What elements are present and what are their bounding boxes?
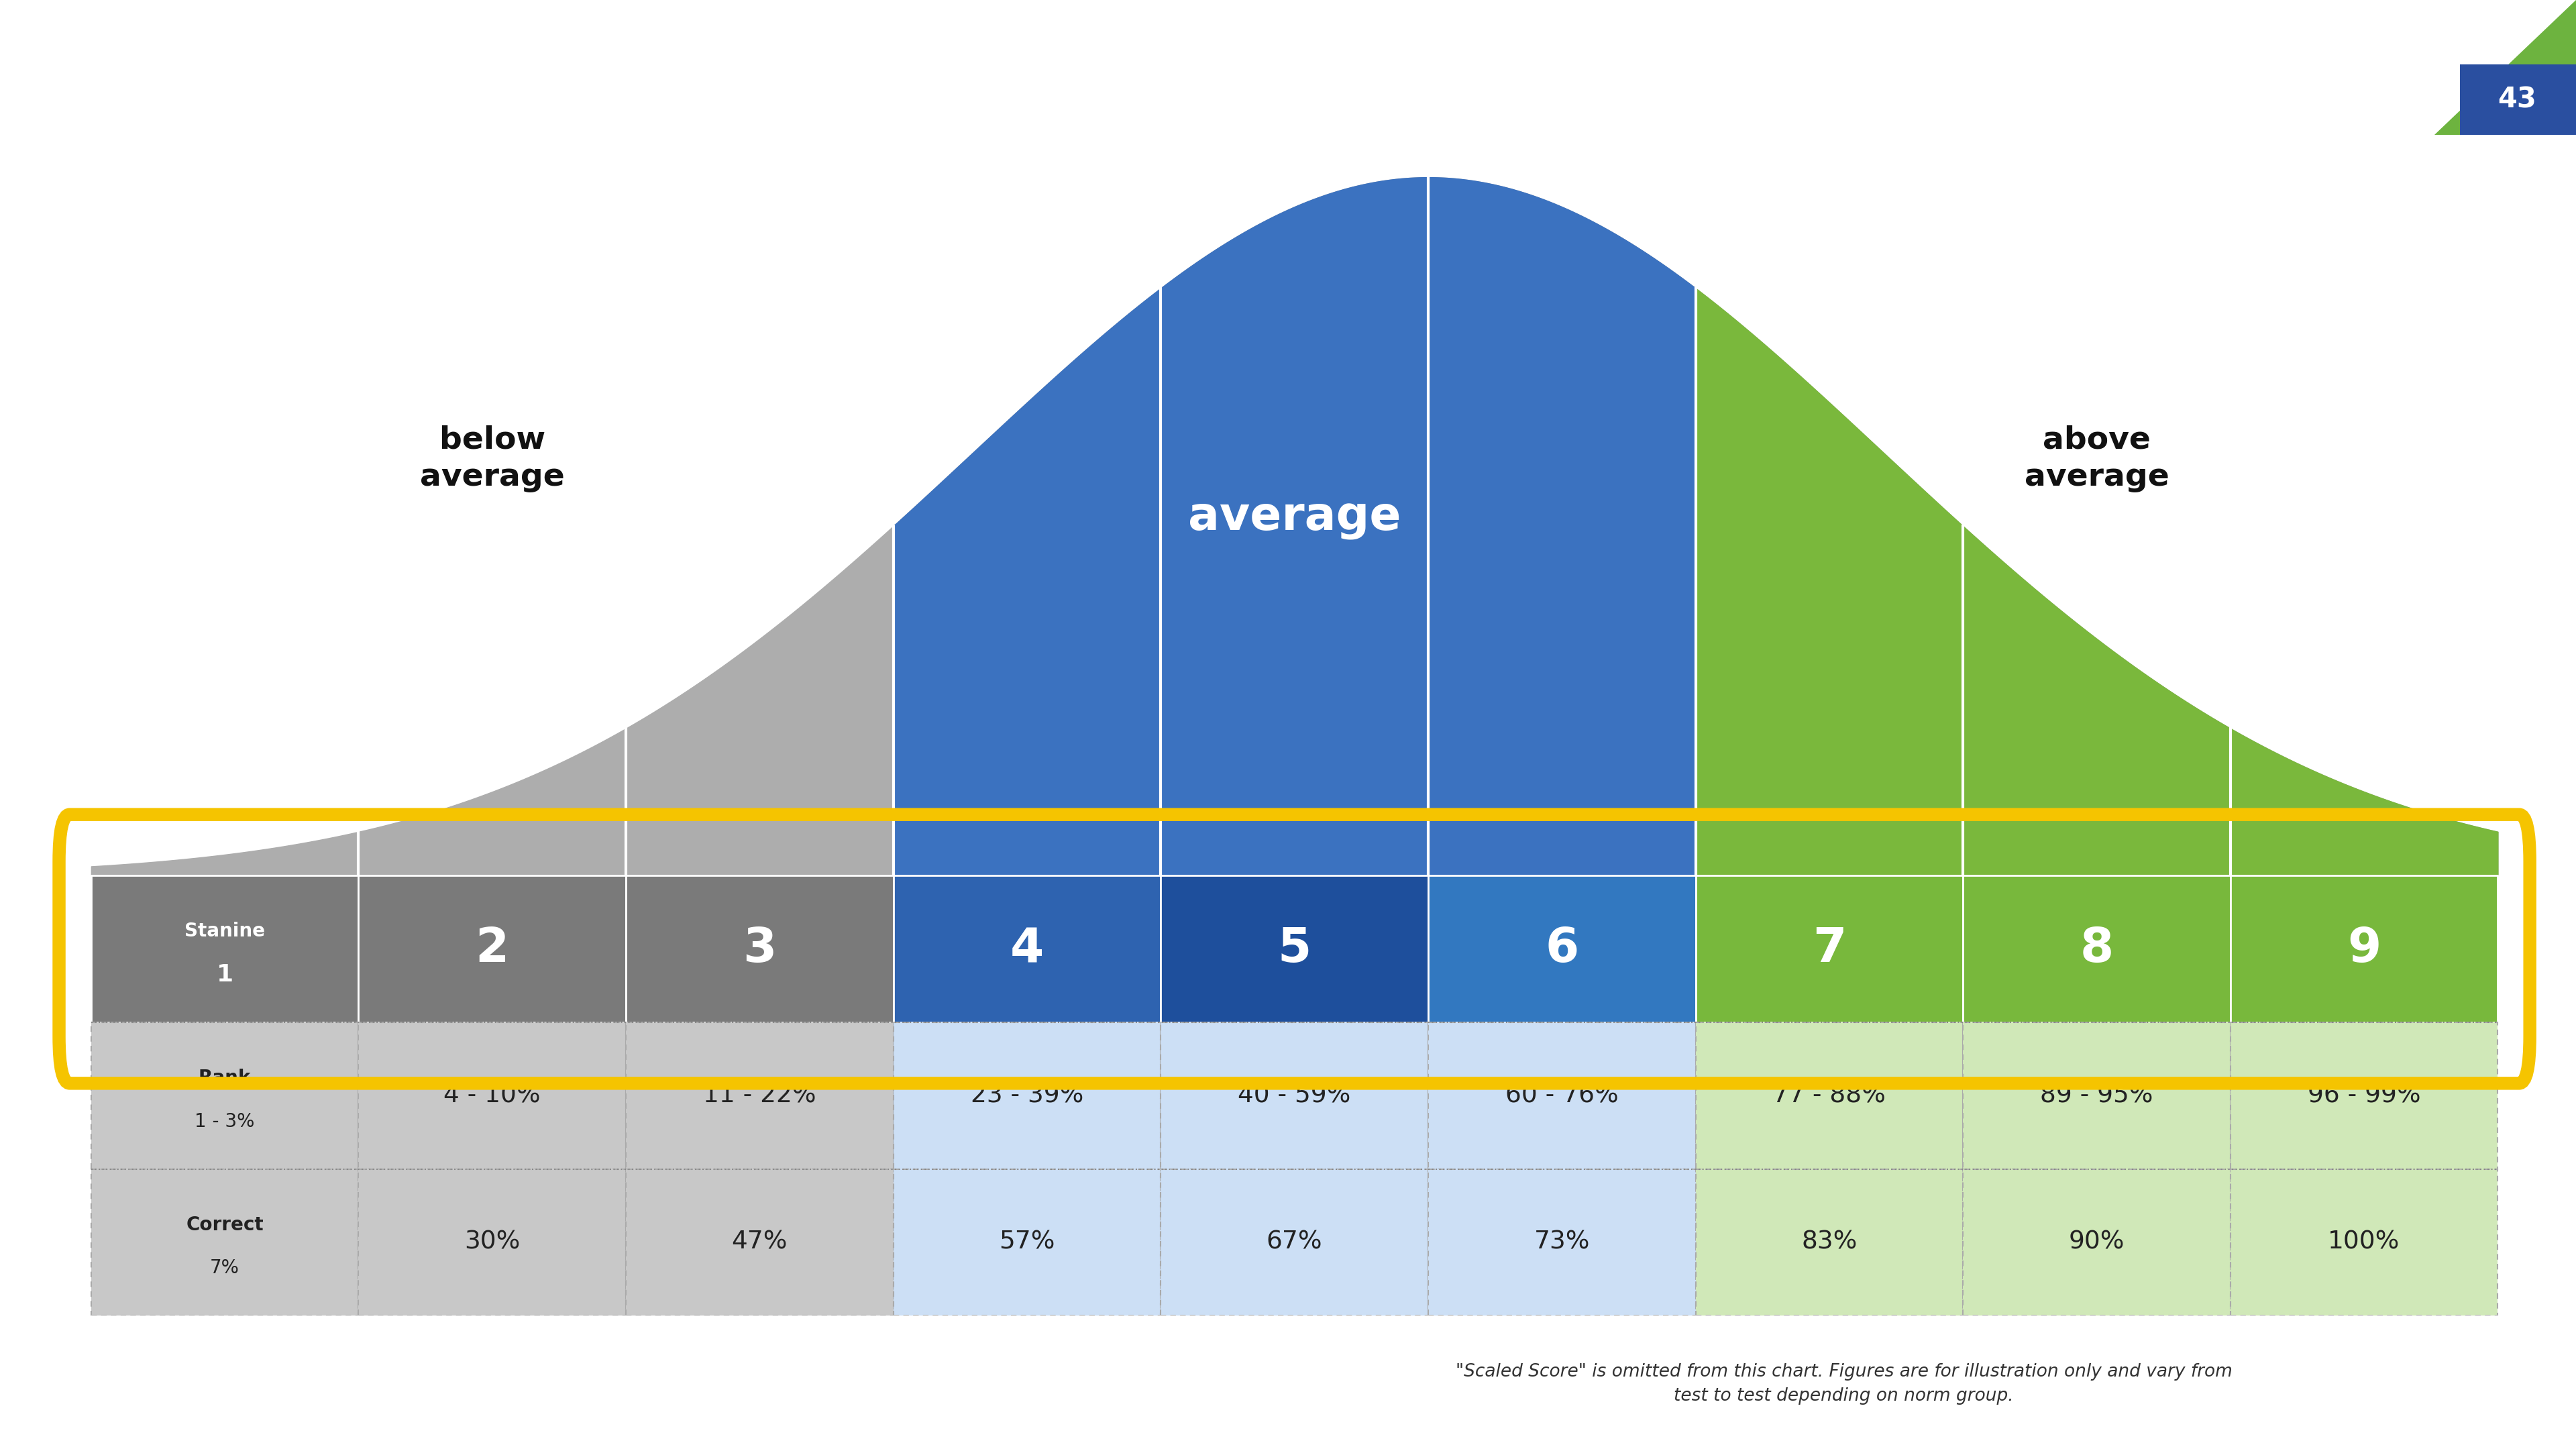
Text: 30%: 30% [464, 1230, 520, 1255]
Bar [2231, 875, 2499, 1023]
Text: 1: 1 [216, 964, 234, 987]
Text: 47%: 47% [732, 1230, 788, 1255]
Bar [1963, 1023, 2231, 1169]
Text: 23 - 39%: 23 - 39% [971, 1084, 1084, 1107]
Text: 4 - 10%: 4 - 10% [443, 1084, 541, 1107]
Bar [1695, 1169, 1963, 1316]
Text: above
average: above average [2025, 425, 2169, 493]
Bar [90, 875, 358, 1023]
Text: 3: 3 [742, 926, 775, 972]
Text: Correct: Correct [185, 1216, 263, 1235]
Bar [1695, 1023, 1963, 1169]
Text: 90%: 90% [2069, 1230, 2125, 1255]
Text: 83%: 83% [1801, 1230, 1857, 1255]
Bar [1963, 875, 2231, 1023]
Text: 2: 2 [477, 926, 510, 972]
Bar [626, 875, 894, 1023]
Text: The ISEE is Scored From a Stanine of 1 to 9 (best): The ISEE is Scored From a Stanine of 1 t… [57, 46, 1757, 104]
Bar [358, 875, 626, 1023]
Text: 89 - 95%: 89 - 95% [2040, 1084, 2154, 1107]
Bar [1162, 875, 1427, 1023]
Text: 11 - 22%: 11 - 22% [703, 1084, 817, 1107]
Text: 77 - 88%: 77 - 88% [1772, 1084, 1886, 1107]
Bar [358, 1169, 626, 1316]
Text: below
average: below average [420, 425, 564, 493]
Polygon shape [2434, 0, 2576, 135]
Text: 7: 7 [1814, 926, 1847, 972]
Bar [90, 1023, 358, 1169]
Bar [1695, 875, 1963, 1023]
Text: 4: 4 [1010, 926, 1043, 972]
Text: 67%: 67% [1267, 1230, 1321, 1255]
Text: 1 - 3%: 1 - 3% [196, 1111, 255, 1130]
Text: 40 - 59%: 40 - 59% [1239, 1084, 1350, 1107]
Bar [1162, 1169, 1427, 1316]
Bar [2460, 65, 2576, 135]
Text: 73%: 73% [1533, 1230, 1589, 1255]
Bar [894, 875, 1162, 1023]
Text: 8: 8 [2079, 926, 2112, 972]
Text: 7%: 7% [211, 1259, 240, 1278]
Text: 100%: 100% [2329, 1230, 2401, 1255]
Text: 6: 6 [1546, 926, 1579, 972]
Text: 60 - 76%: 60 - 76% [1504, 1084, 1618, 1107]
Bar [894, 1023, 1162, 1169]
Text: 5: 5 [1278, 926, 1311, 972]
Bar [1427, 1023, 1695, 1169]
Bar [2231, 1169, 2499, 1316]
Bar [626, 1169, 894, 1316]
Text: Rank: Rank [198, 1068, 250, 1087]
Text: piqosity.com: piqosity.com [57, 1371, 322, 1408]
Text: 9: 9 [2347, 926, 2380, 972]
Text: 57%: 57% [999, 1230, 1056, 1255]
Text: "Scaled Score" is omitted from this chart. Figures are for illustration only and: "Scaled Score" is omitted from this char… [1455, 1364, 2233, 1404]
Bar [894, 1169, 1162, 1316]
Bar [1427, 875, 1695, 1023]
Text: 96 - 99%: 96 - 99% [2308, 1084, 2421, 1107]
Bar [1963, 1169, 2231, 1316]
Text: 43: 43 [2496, 85, 2537, 114]
Bar [626, 1023, 894, 1169]
Bar [1162, 1023, 1427, 1169]
Bar [90, 1169, 358, 1316]
Bar [1427, 1169, 1695, 1316]
Text: Stanine: Stanine [185, 922, 265, 940]
Bar [2231, 1023, 2499, 1169]
Bar [358, 1023, 626, 1169]
Text: average: average [1188, 496, 1401, 540]
